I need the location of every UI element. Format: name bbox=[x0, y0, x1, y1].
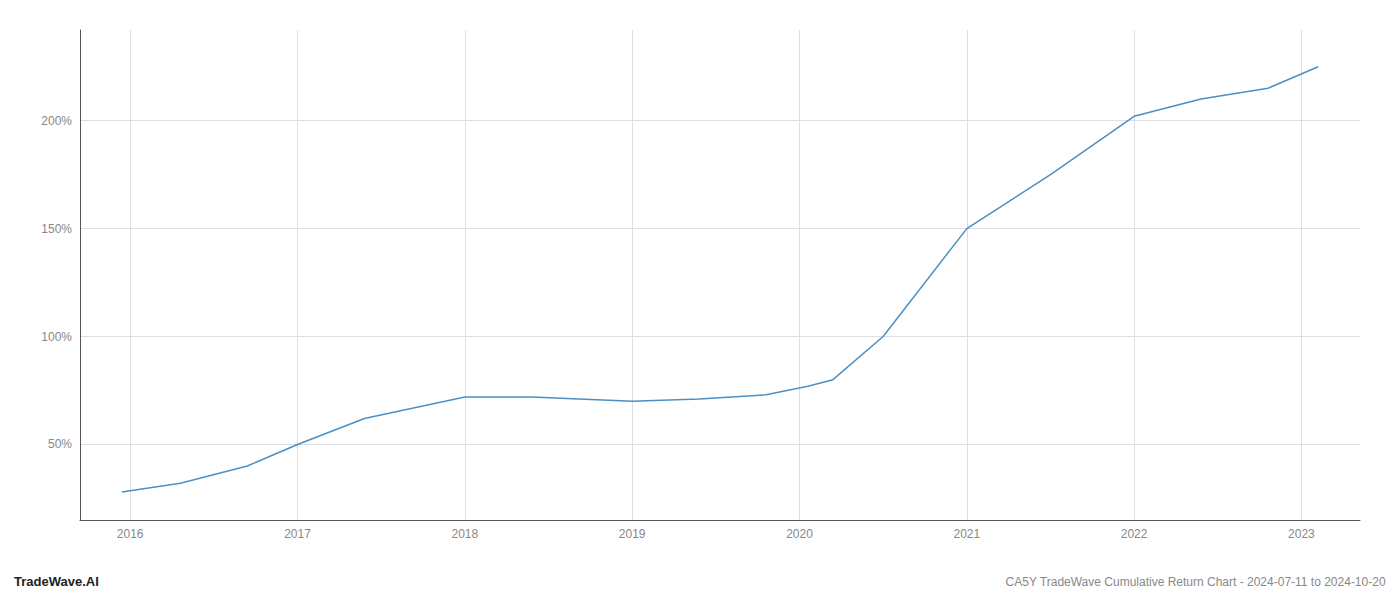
svg-text:200%: 200% bbox=[41, 114, 72, 128]
svg-text:2016: 2016 bbox=[117, 527, 144, 541]
svg-text:100%: 100% bbox=[41, 330, 72, 344]
svg-text:2019: 2019 bbox=[619, 527, 646, 541]
svg-text:2020: 2020 bbox=[786, 527, 813, 541]
svg-text:2021: 2021 bbox=[953, 527, 980, 541]
svg-text:2023: 2023 bbox=[1288, 527, 1315, 541]
svg-text:150%: 150% bbox=[41, 222, 72, 236]
svg-text:50%: 50% bbox=[48, 437, 72, 451]
svg-text:TradeWave.AI: TradeWave.AI bbox=[14, 574, 99, 589]
svg-text:CA5Y TradeWave Cumulative Retu: CA5Y TradeWave Cumulative Return Chart -… bbox=[1006, 575, 1386, 589]
svg-text:2022: 2022 bbox=[1121, 527, 1148, 541]
svg-text:2018: 2018 bbox=[451, 527, 478, 541]
svg-text:2017: 2017 bbox=[284, 527, 311, 541]
